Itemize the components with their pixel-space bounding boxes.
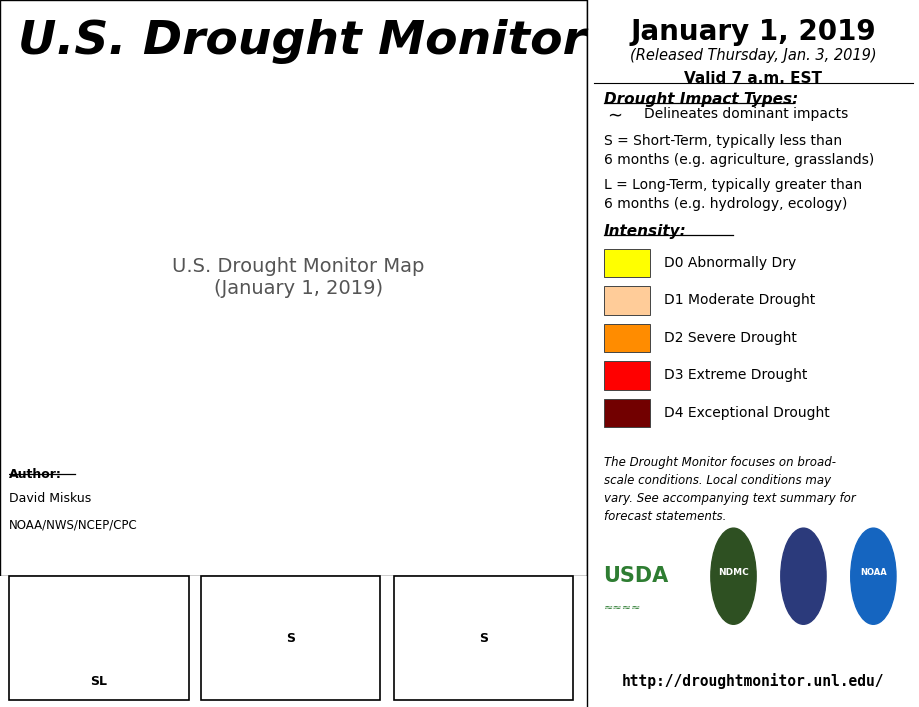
Text: L = Long-Term, typically greater than
6 months (e.g. hydrology, ecology): L = Long-Term, typically greater than 6 … — [603, 178, 861, 211]
Text: ∼: ∼ — [607, 107, 621, 125]
Circle shape — [780, 528, 825, 624]
Text: (Released Thursday, Jan. 3, 2019): (Released Thursday, Jan. 3, 2019) — [630, 48, 876, 63]
Bar — [603, 361, 650, 390]
Text: SL: SL — [90, 675, 108, 688]
Text: S = Short-Term, typically less than
6 months (e.g. agriculture, grasslands): S = Short-Term, typically less than 6 mo… — [603, 134, 873, 167]
Text: NOAA/NWS/NCEP/CPC: NOAA/NWS/NCEP/CPC — [9, 518, 138, 531]
Text: David Miskus: David Miskus — [9, 493, 91, 506]
Text: U.S. Drought Monitor Map
(January 1, 2019): U.S. Drought Monitor Map (January 1, 201… — [172, 257, 424, 298]
Text: D3 Extreme Drought: D3 Extreme Drought — [663, 368, 806, 382]
Bar — [603, 324, 650, 352]
Text: January 1, 2019: January 1, 2019 — [630, 18, 875, 46]
Text: U.S. Drought Monitor: U.S. Drought Monitor — [17, 19, 584, 64]
Text: NOAA: NOAA — [859, 568, 886, 577]
Text: Author:: Author: — [9, 468, 62, 481]
Text: Intensity:: Intensity: — [603, 224, 686, 239]
Text: D2 Severe Drought: D2 Severe Drought — [663, 331, 796, 345]
Bar — [603, 286, 650, 315]
Text: S: S — [479, 631, 487, 645]
Text: Delineates dominant impacts: Delineates dominant impacts — [643, 107, 847, 122]
Text: NDMC: NDMC — [718, 568, 748, 577]
Circle shape — [710, 528, 755, 624]
Circle shape — [850, 528, 895, 624]
Text: http://droughtmonitor.unl.edu/: http://droughtmonitor.unl.edu/ — [621, 673, 884, 689]
Text: D4 Exceptional Drought: D4 Exceptional Drought — [663, 406, 828, 420]
Text: D0 Abnormally Dry: D0 Abnormally Dry — [663, 256, 795, 270]
Text: USDA: USDA — [603, 566, 668, 586]
Bar — [603, 399, 650, 427]
Text: The Drought Monitor focuses on broad-
scale conditions. Local conditions may
var: The Drought Monitor focuses on broad- sc… — [603, 456, 855, 523]
Text: Drought Impact Types:: Drought Impact Types: — [603, 92, 797, 107]
Text: ≈≈≈≈: ≈≈≈≈ — [603, 603, 641, 613]
Text: S: S — [286, 631, 294, 645]
Text: D1 Moderate Drought: D1 Moderate Drought — [663, 293, 814, 308]
Text: Valid 7 a.m. EST: Valid 7 a.m. EST — [684, 71, 822, 86]
Bar — [603, 249, 650, 277]
